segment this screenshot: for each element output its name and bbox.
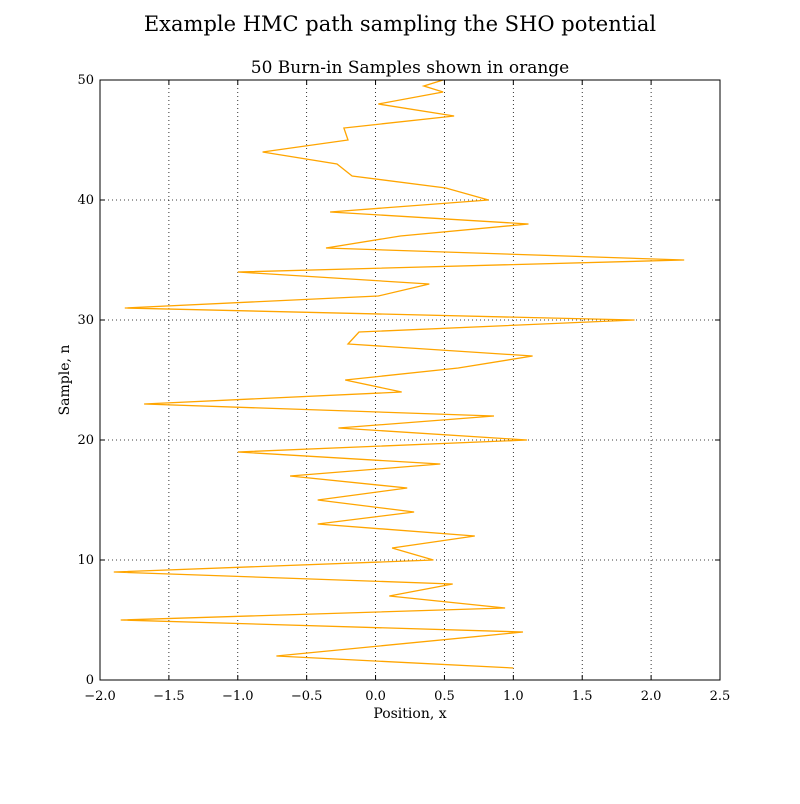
figure-suptitle: Example HMC path sampling the SHO potent… <box>144 12 657 36</box>
x-tick-label: 2.0 <box>641 689 662 704</box>
y-tick-label: 40 <box>77 193 94 208</box>
tick-layer <box>99 79 721 681</box>
y-tick-label: 50 <box>77 73 94 88</box>
x-tick-label: 0.5 <box>434 689 455 704</box>
y-tick-label: 30 <box>77 313 94 328</box>
x-tick-label: −0.5 <box>291 689 323 704</box>
plot-frame <box>99 79 721 681</box>
x-tick-label: 0.0 <box>365 689 386 704</box>
x-tick-label: −1.5 <box>153 689 185 704</box>
y-tick-label: 20 <box>77 433 94 448</box>
x-tick-label: 2.5 <box>710 689 731 704</box>
x-tick-label: −2.0 <box>84 689 116 704</box>
x-axis-label: Position, x <box>373 706 446 722</box>
x-tick-label: 1.5 <box>572 689 593 704</box>
chart-title: 50 Burn-in Samples shown in orange <box>251 58 569 78</box>
y-axis-label: Sample, n <box>57 345 73 416</box>
series-line-0 <box>113 79 685 669</box>
x-tick-label: −1.0 <box>222 689 254 704</box>
y-tick-label: 0 <box>86 673 94 688</box>
grid-layer <box>100 80 720 680</box>
series-layer <box>113 79 685 669</box>
x-tick-label: 1.0 <box>503 689 524 704</box>
ticklabel-layer: −2.0 −1.5 −1.0 −0.5 0.0 0.5 1.0 1.5 2.0 2.5 0 10 20 3… <box>77 73 730 704</box>
y-tick-label: 10 <box>77 553 94 568</box>
